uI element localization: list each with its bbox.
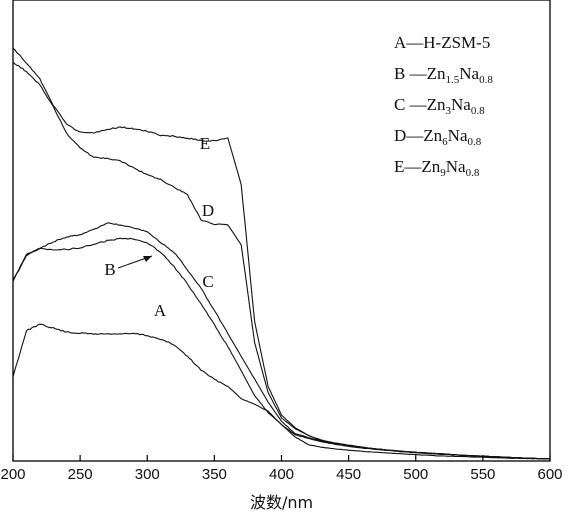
axes: 200 250 300 350 400 450 500 550 600 — [0, 0, 563, 483]
curve-label-C: C — [202, 272, 213, 291]
legend-item-A: A—H-ZSM-5 — [394, 33, 490, 52]
x-tick-label: 500 — [403, 466, 428, 483]
series-layer — [12, 47, 551, 460]
curve-label-D: D — [202, 201, 214, 220]
legend-item-C: C —Zn3Na0.8 — [394, 95, 485, 117]
x-tick-label: 550 — [470, 466, 495, 483]
legend: A—H-ZSM-5 B —Zn1.5Na0.8 C —Zn3Na0.8 D—Zn6Na… — [394, 33, 493, 179]
x-tick-label: 600 — [537, 466, 562, 483]
x-tick-label: 250 — [68, 466, 93, 483]
curve-label-A: A — [154, 301, 167, 320]
curve-labels: A B C D E — [104, 134, 214, 320]
x-tick-label: 400 — [269, 466, 294, 483]
series-line-B — [12, 237, 551, 460]
x-tick-label: 300 — [135, 466, 160, 483]
legend-item-B: B —Zn1.5Na0.8 — [394, 64, 493, 86]
legend-item-E: E—Zn9Na0.8 — [394, 157, 480, 179]
series-line-A — [12, 323, 551, 460]
label-arrowhead-B — [143, 256, 152, 262]
curve-label-B: B — [104, 260, 115, 279]
series-line-C — [12, 222, 551, 460]
x-tick-label: 200 — [0, 466, 25, 483]
curve-label-E: E — [200, 134, 210, 153]
x-tick-label: 450 — [336, 466, 361, 483]
series-line-E — [12, 47, 551, 460]
series-line-D — [12, 61, 550, 460]
x-tick-label: 350 — [202, 466, 227, 483]
x-axis-title: 波数/nm — [250, 493, 313, 512]
legend-item-D: D—Zn6Na0.8 — [394, 126, 482, 148]
